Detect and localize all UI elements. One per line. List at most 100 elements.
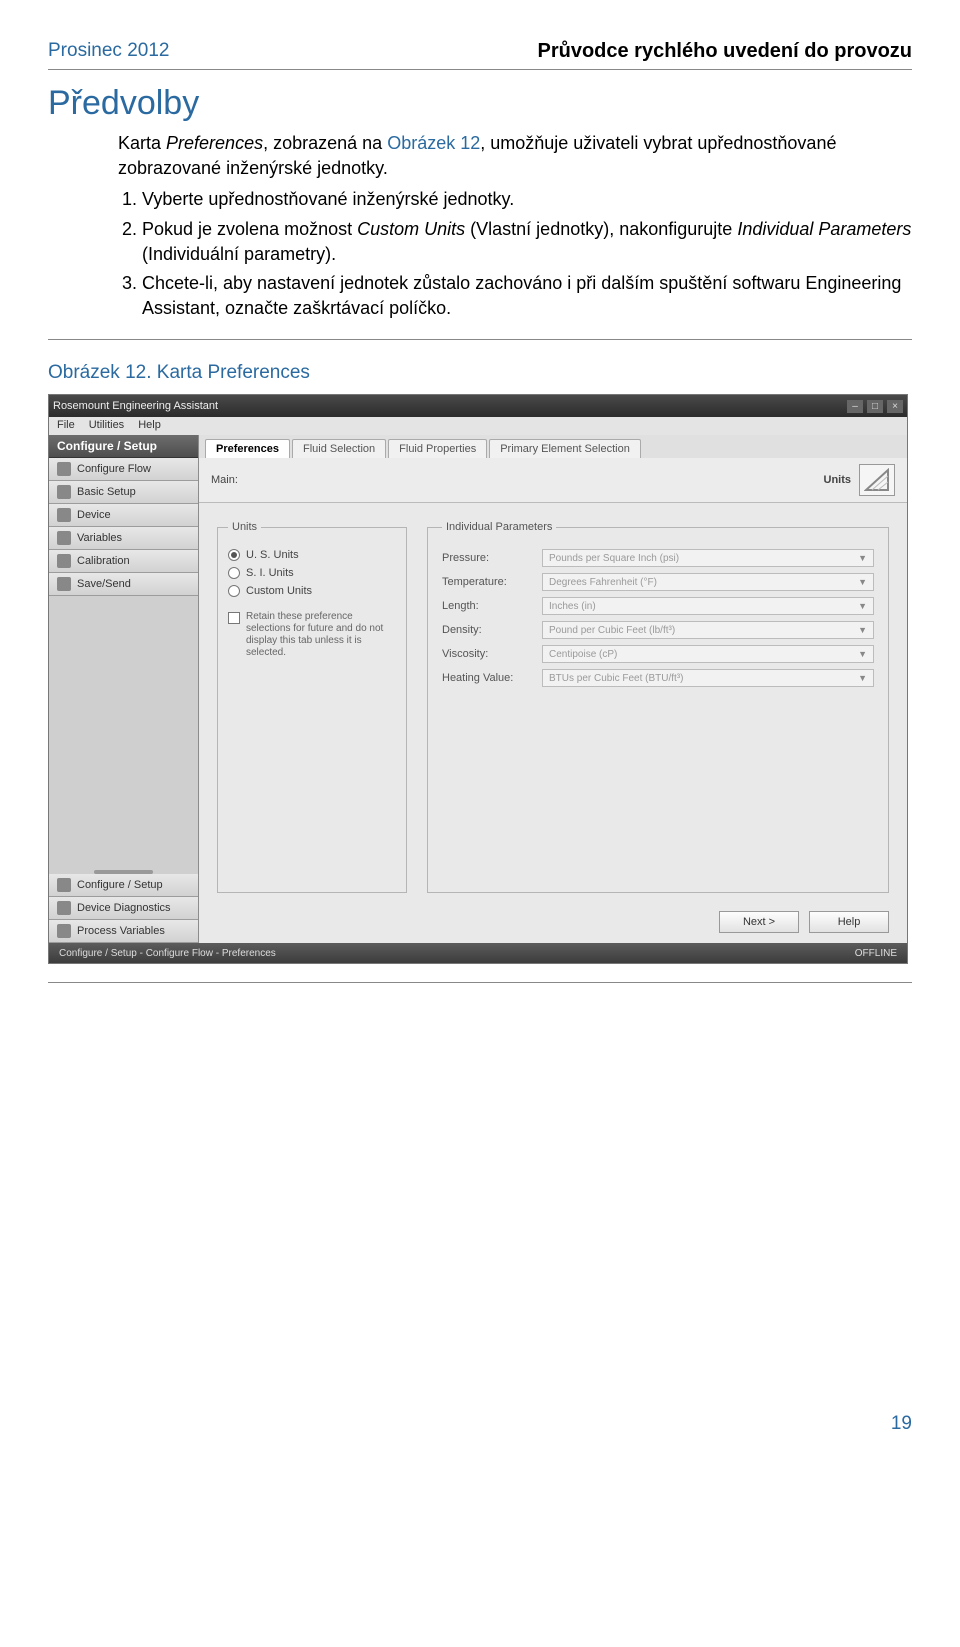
minimize-icon[interactable]: –: [847, 400, 863, 413]
figure-label: Obrázek 12. Karta Preferences: [48, 362, 912, 384]
units-fieldset: Units U. S. Units S. I. Units Custom Uni…: [217, 521, 407, 893]
param-label-density: Density:: [442, 624, 542, 636]
radio-si-units[interactable]: S. I. Units: [228, 567, 396, 579]
radio-us-units[interactable]: U. S. Units: [228, 549, 396, 561]
step2-customunits: Custom Units: [357, 219, 465, 239]
retain-label: Retain these preference selections for f…: [246, 611, 396, 659]
radio-icon: [228, 567, 240, 579]
calibration-icon: [57, 554, 71, 568]
header-date: Prosinec 2012: [48, 40, 169, 63]
sidebar-item-device[interactable]: Device: [49, 504, 198, 527]
content-area: Preferences Fluid Selection Fluid Proper…: [199, 435, 907, 943]
doc-title: Průvodce rychlého uvedení do provozu: [537, 40, 912, 63]
param-label-heating: Heating Value:: [442, 672, 542, 684]
sidebar-label: Process Variables: [77, 925, 165, 937]
status-path: Configure / Setup - Configure Flow - Pre…: [59, 948, 276, 959]
radio-icon: [228, 585, 240, 597]
status-mode: OFFLINE: [855, 948, 897, 959]
statusbar: Configure / Setup - Configure Flow - Pre…: [49, 943, 907, 963]
field-value: Inches (in): [549, 601, 596, 612]
units-triangle-icon: [859, 464, 895, 496]
radio-label: Custom Units: [246, 585, 312, 597]
panel-main-label: Main:: [211, 474, 238, 486]
intro-mid: , zobrazená na: [263, 133, 387, 153]
menubar: File Utilities Help: [49, 417, 907, 435]
checkbox-icon[interactable]: [228, 612, 240, 624]
configure-icon: [57, 878, 71, 892]
tab-fluid-properties[interactable]: Fluid Properties: [388, 439, 487, 458]
sidebar-item-calibration[interactable]: Calibration: [49, 550, 198, 573]
radio-label: S. I. Units: [246, 567, 294, 579]
params-legend: Individual Parameters: [442, 521, 556, 533]
maximize-icon[interactable]: □: [867, 400, 883, 413]
separator: [48, 339, 912, 340]
tab-primary-element[interactable]: Primary Element Selection: [489, 439, 641, 458]
sidebar-label: Save/Send: [77, 578, 131, 590]
field-value: Pound per Cubic Feet (lb/ft³): [549, 625, 675, 636]
sidebar-label: Calibration: [77, 555, 130, 567]
param-field-pressure[interactable]: Pounds per Square Inch (psi) ▼: [542, 549, 874, 567]
step2-b: (Vlastní jednotky), nakonfigurujte: [465, 219, 737, 239]
chevron-down-icon: ▼: [858, 625, 867, 635]
menu-help[interactable]: Help: [138, 419, 161, 433]
param-label-pressure: Pressure:: [442, 552, 542, 564]
retain-checkbox-row[interactable]: Retain these preference selections for f…: [228, 611, 396, 659]
variables-icon: [57, 531, 71, 545]
help-button[interactable]: Help: [809, 911, 889, 933]
param-label-length: Length:: [442, 600, 542, 612]
chevron-down-icon: ▼: [858, 673, 867, 683]
chevron-down-icon: ▼: [858, 601, 867, 611]
sidebar-item-configure-flow[interactable]: Configure Flow: [49, 458, 198, 481]
radio-label: U. S. Units: [246, 549, 299, 561]
figure-ref-link[interactable]: Obrázek 12: [387, 133, 480, 153]
window-title: Rosemount Engineering Assistant: [53, 400, 218, 412]
sidebar-item-save-send[interactable]: Save/Send: [49, 573, 198, 596]
close-icon[interactable]: ×: [887, 400, 903, 413]
tabstrip: Preferences Fluid Selection Fluid Proper…: [199, 435, 907, 458]
sidebar-label: Variables: [77, 532, 122, 544]
individual-params-fieldset: Individual Parameters Pressure:Pounds pe…: [427, 521, 889, 893]
sidebar-label: Configure / Setup: [77, 879, 163, 891]
titlebar: Rosemount Engineering Assistant – □ ×: [49, 395, 907, 417]
radio-custom-units[interactable]: Custom Units: [228, 585, 396, 597]
param-label-viscosity: Viscosity:: [442, 648, 542, 660]
radio-icon: [228, 549, 240, 561]
sidebar-item-basic-setup[interactable]: Basic Setup: [49, 481, 198, 504]
param-field-length[interactable]: Inches (in) ▼: [542, 597, 874, 615]
sidebar-heading: Configure / Setup: [49, 435, 198, 458]
menu-file[interactable]: File: [57, 419, 75, 433]
tab-fluid-selection[interactable]: Fluid Selection: [292, 439, 386, 458]
menu-utilities[interactable]: Utilities: [89, 419, 124, 433]
units-legend: Units: [228, 521, 261, 533]
diagnostics-icon: [57, 901, 71, 915]
intro-paragraph: Karta Preferences, zobrazená na Obrázek …: [118, 131, 912, 181]
param-label-temperature: Temperature:: [442, 576, 542, 588]
param-field-density[interactable]: Pound per Cubic Feet (lb/ft³) ▼: [542, 621, 874, 639]
panel-units-label: Units: [824, 474, 852, 486]
field-value: Pounds per Square Inch (psi): [549, 553, 679, 564]
flow-icon: [57, 462, 71, 476]
field-value: BTUs per Cubic Feet (BTU/ft³): [549, 673, 683, 684]
step-1: Vyberte upřednostňované inženýrské jedno…: [142, 187, 912, 212]
app-window: Rosemount Engineering Assistant – □ × Fi…: [48, 394, 908, 964]
step-3: Chcete-li, aby nastavení jednotek zůstal…: [142, 271, 912, 321]
sidebar-label: Basic Setup: [77, 486, 136, 498]
param-field-heating[interactable]: BTUs per Cubic Feet (BTU/ft³) ▼: [542, 669, 874, 687]
tab-preferences[interactable]: Preferences: [205, 439, 290, 458]
sidebar-bottom-diagnostics[interactable]: Device Diagnostics: [49, 897, 198, 920]
next-button[interactable]: Next >: [719, 911, 799, 933]
section-heading: Předvolby: [48, 84, 912, 123]
chevron-down-icon: ▼: [858, 553, 867, 563]
sidebar-bottom-process-vars[interactable]: Process Variables: [49, 920, 198, 943]
sidebar-label: Device Diagnostics: [77, 902, 171, 914]
field-value: Centipoise (cP): [549, 649, 617, 660]
device-icon: [57, 508, 71, 522]
param-field-viscosity[interactable]: Centipoise (cP)▼: [542, 645, 874, 663]
field-value: Degrees Fahrenheit (°F): [549, 577, 657, 588]
sidebar: Configure / Setup Configure Flow Basic S…: [49, 435, 199, 943]
param-field-temperature[interactable]: Degrees Fahrenheit (°F) ▼: [542, 573, 874, 591]
save-icon: [57, 577, 71, 591]
chevron-down-icon: ▼: [858, 577, 867, 587]
sidebar-bottom-configure[interactable]: Configure / Setup: [49, 874, 198, 897]
sidebar-item-variables[interactable]: Variables: [49, 527, 198, 550]
